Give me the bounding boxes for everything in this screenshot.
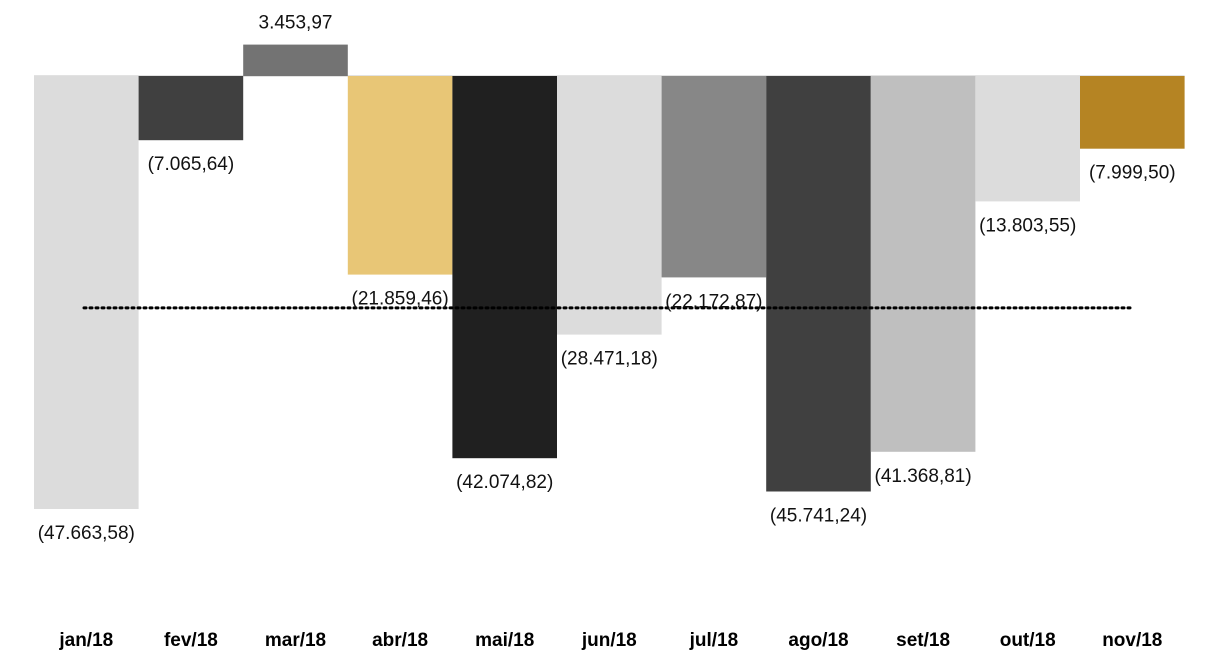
bar-jun-18 bbox=[557, 76, 662, 335]
bar-out-18 bbox=[975, 76, 1080, 202]
category-label-out-18: out/18 bbox=[1000, 630, 1056, 651]
value-label-jun-18: (28.471,18) bbox=[561, 349, 658, 370]
bars-group bbox=[34, 44, 1185, 509]
value-label-nov-18: (7.999,50) bbox=[1089, 163, 1176, 184]
value-label-mar-18: 3.453,97 bbox=[259, 13, 333, 34]
bar-ago-18 bbox=[766, 76, 871, 492]
category-label-ago-18: ago/18 bbox=[788, 630, 848, 651]
bar-set-18 bbox=[870, 76, 976, 452]
value-label-set-18: (41.368,81) bbox=[875, 466, 972, 487]
category-label-jan-18: jan/18 bbox=[58, 630, 113, 651]
value-labels-group: (47.663,58) (7.065,64) 3.453,97 (21.859,46)… bbox=[38, 13, 1176, 544]
category-label-mai-18: mai/18 bbox=[475, 630, 534, 651]
category-label-jun-18: jun/18 bbox=[581, 630, 637, 651]
value-label-jul-18: (22.172,87) bbox=[665, 291, 762, 312]
value-label-ago-18: (45.741,24) bbox=[770, 506, 867, 527]
bar-jan-18 bbox=[34, 76, 139, 509]
bar-jul-18 bbox=[661, 76, 767, 278]
category-label-jul-18: jul/18 bbox=[689, 630, 739, 651]
value-label-out-18: (13.803,55) bbox=[979, 215, 1076, 236]
bar-abr-18 bbox=[347, 76, 453, 275]
bar-nov-18 bbox=[1080, 76, 1185, 149]
category-label-fev-18: fev/18 bbox=[164, 630, 218, 651]
value-label-jan-18: (47.663,58) bbox=[38, 523, 135, 544]
value-label-fev-18: (7.065,64) bbox=[148, 154, 235, 175]
bar-mar-18 bbox=[243, 44, 348, 76]
bar-fev-18 bbox=[138, 76, 244, 141]
category-labels-group: jan/18 fev/18 mar/18 abr/18 mai/18 jun/18 jul/… bbox=[58, 630, 1162, 651]
category-label-set-18: set/18 bbox=[896, 630, 950, 651]
value-label-abr-18: (21.859,46) bbox=[352, 289, 449, 310]
bar-mai-18 bbox=[452, 76, 557, 459]
category-label-abr-18: abr/18 bbox=[372, 630, 428, 651]
category-label-nov-18: nov/18 bbox=[1102, 630, 1162, 651]
category-label-mar-18: mar/18 bbox=[265, 630, 326, 651]
value-label-mai-18: (42.074,82) bbox=[456, 472, 553, 493]
